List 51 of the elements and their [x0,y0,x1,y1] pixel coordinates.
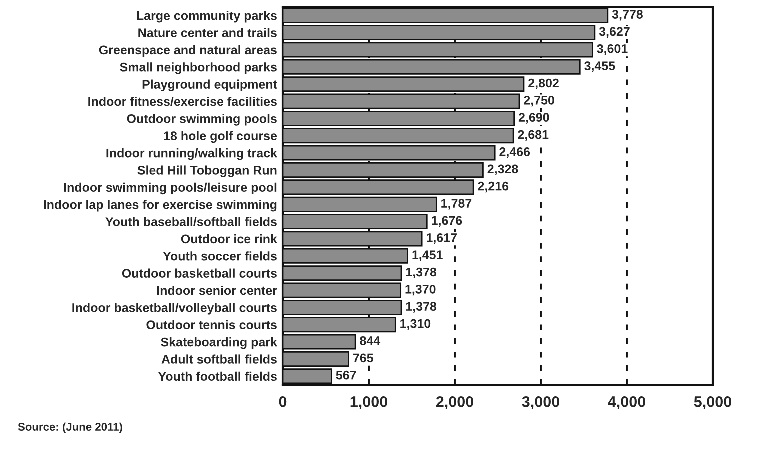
source-note: Source: (June 2011) [18,422,122,434]
data-label: 2,681 [518,130,549,142]
data-label: 1,378 [406,268,437,278]
data-label: 2,750 [524,96,554,107]
y-tick-label: 18 hole golf course [164,131,278,144]
data-label: 2,802 [528,78,559,90]
data-label: 844 [360,336,381,346]
x-tick-label: 3,000 [522,396,560,410]
y-tick-label: Sled Hill Toboggan Run [138,166,277,178]
y-tick-label: Indoor fitness/exercise facilities [88,96,277,106]
data-label: 2,216 [478,182,509,193]
data-label: 3,455 [584,62,616,72]
y-tick-label: Greenspace and natural areas [99,45,277,58]
data-label: 3,778 [612,10,643,21]
x-tick-label: 5,000 [694,396,732,410]
x-tick-label: 0 [279,396,287,408]
data-label: 765 [353,354,374,363]
data-label: 1,451 [412,250,443,262]
y-tick-label: Indoor lap lanes for exercise swimming [44,200,277,212]
y-tick-label: Indoor swimming pools/leisure pool [64,182,277,195]
data-label: 1,676 [432,216,462,227]
y-tick-label: Outdoor tennis courts [146,320,277,330]
y-tick-label: Large community parks [137,11,277,23]
data-label: 1,310 [400,319,431,330]
data-label: 2,690 [518,113,550,124]
y-tick-label: Outdoor ice rink [181,234,278,244]
y-tick-label: Youth soccer fields [163,252,277,261]
data-label: 1,378 [406,302,437,313]
y-tick-label: Youth football fields [158,372,277,382]
data-label: 3,601 [597,44,628,56]
data-label: 2,466 [500,148,530,158]
data-label: 1,370 [406,285,436,296]
y-tick-label: Outdoor swimming pools [127,114,277,126]
data-label: 3,627 [599,27,630,38]
data-label: 1,787 [442,199,472,210]
y-tick-label: Skateboarding park [161,338,278,350]
y-tick-label: Adult softball fields [162,354,277,364]
x-tick-label: 1,000 [350,396,388,410]
y-tick-label: Small neighborhood parks [120,62,277,74]
y-tick-label: Playground equipment [142,80,278,92]
y-tick-label: Indoor running/walking track [106,148,278,160]
x-tick-label: 2,000 [436,396,474,410]
y-tick-label: Nature center and trails [138,28,277,38]
data-label: 567 [336,370,356,380]
data-label: 1,617 [427,233,457,244]
y-tick-label: Indoor basketball/volleyball courts [72,303,277,315]
y-tick-label: Youth baseball/softball fields [106,217,277,227]
data-label: 2,328 [488,164,518,176]
y-tick-label: Outdoor basketball courts [122,268,277,278]
x-tick-label: 4,000 [608,396,646,410]
y-tick-label: Indoor senior center [157,286,278,296]
